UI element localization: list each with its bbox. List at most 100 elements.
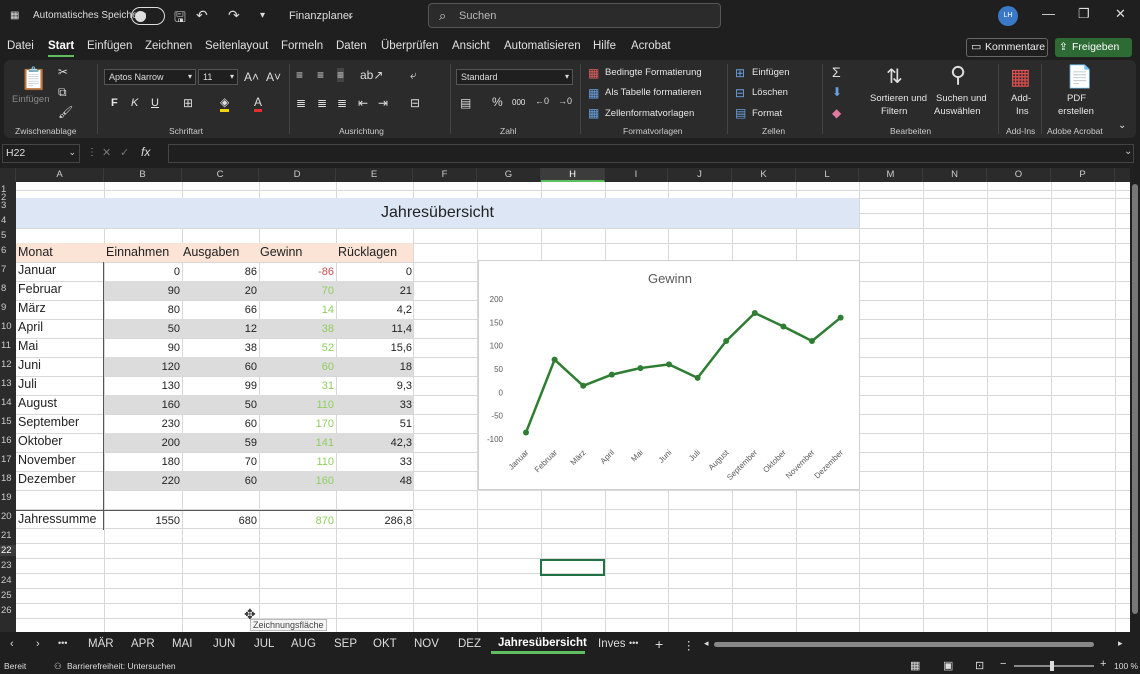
avatar[interactable]: LH <box>998 6 1018 26</box>
scroll-right-icon[interactable]: ▸ <box>1118 638 1123 648</box>
orientation-icon[interactable]: ab↗ <box>360 68 384 82</box>
sheet-tab-dez[interactable]: DEZ <box>458 638 481 650</box>
row-header-17[interactable]: 17 <box>1 454 12 465</box>
sort-filter-icon[interactable]: ⇅ <box>886 66 903 88</box>
tab-daten[interactable]: Daten <box>336 40 367 52</box>
grow-font-icon[interactable]: A˄ <box>244 70 260 84</box>
undo-icon[interactable]: ↶ <box>196 7 208 23</box>
column-header-b[interactable]: B <box>104 168 182 182</box>
sheet-tab-maer[interactable]: MÄR <box>88 638 114 650</box>
wrap-text-icon[interactable]: ⤶ <box>410 68 417 82</box>
sheet-tab-aug[interactable]: AUG <box>291 638 316 650</box>
decrease-decimal-icon[interactable]: →0 <box>558 96 573 106</box>
name-box[interactable]: H22 ⌄ <box>2 144 80 163</box>
zoom-out-icon[interactable]: − <box>1000 658 1007 670</box>
autosave-toggle[interactable] <box>131 7 165 25</box>
zoom-slider[interactable] <box>1014 665 1094 667</box>
add-sheet-icon[interactable]: + <box>655 636 664 652</box>
selected-cell-h22[interactable] <box>540 559 605 576</box>
more-sheets-button[interactable]: ••• <box>58 638 68 648</box>
column-header-m[interactable]: M <box>859 168 923 182</box>
search-input[interactable] <box>459 8 709 24</box>
tab-formeln[interactable]: Formeln <box>281 40 324 52</box>
share-button[interactable]: ⇪ Freigeben <box>1055 38 1132 57</box>
find-select-label-1[interactable]: Suchen und <box>936 93 987 104</box>
font-size-select[interactable]: 11 ▾ <box>198 69 238 85</box>
fill-icon[interactable]: ⬇ <box>832 85 843 99</box>
minimize-icon[interactable]: — <box>1042 6 1055 21</box>
insert-function-button[interactable]: fx <box>141 145 151 159</box>
column-header-j[interactable]: J <box>668 168 732 182</box>
column-header-l[interactable]: L <box>796 168 859 182</box>
merge-center-icon[interactable]: ⊟ <box>410 96 421 110</box>
row-header-1[interactable]: 1 <box>1 184 7 195</box>
scroll-left-icon[interactable]: ◂ <box>704 638 709 648</box>
conditional-formatting-button[interactable]: Bedingte Formatierung <box>605 67 702 78</box>
more-sheets-right[interactable]: ••• <box>629 638 639 648</box>
row-header-3[interactable]: 3 <box>1 200 7 211</box>
formula-input[interactable] <box>168 144 1134 163</box>
more-options-icon[interactable]: ⋮ <box>683 640 695 652</box>
thousands-separator-button[interactable]: 000 <box>512 98 526 107</box>
increase-decimal-icon[interactable]: ←0 <box>535 96 550 106</box>
sheet-tab-jun[interactable]: JUN <box>213 638 236 650</box>
sheet-tab-jul[interactable]: JUL <box>254 638 275 650</box>
align-center-icon[interactable]: ≣ <box>317 96 328 110</box>
column-header-f[interactable]: F <box>413 168 477 182</box>
underline-button[interactable]: U <box>151 97 159 109</box>
row-header-5[interactable]: 5 <box>1 230 7 241</box>
sort-filter-label-2[interactable]: Filtern <box>881 106 908 117</box>
row-header-9[interactable]: 9 <box>1 302 7 313</box>
chevron-down-icon[interactable]: ⌄ <box>347 10 355 20</box>
row-header-2[interactable]: 2 <box>1 192 7 203</box>
row-header-20[interactable]: 20 <box>1 511 12 522</box>
align-left-icon[interactable]: ≣ <box>296 96 307 110</box>
column-header-e[interactable]: E <box>336 168 413 182</box>
italic-button[interactable]: K <box>131 97 139 109</box>
row-header-22[interactable]: 22 <box>0 545 16 556</box>
add-ins-label-2[interactable]: Ins <box>1016 106 1029 117</box>
row-header-26[interactable]: 26 <box>1 605 12 616</box>
add-ins-label-1[interactable]: Add- <box>1011 93 1032 104</box>
row-header-18[interactable]: 18 <box>1 473 12 484</box>
format-painter-icon[interactable]: 🖌 <box>58 105 74 119</box>
tab-hilfe[interactable]: Hilfe <box>593 40 617 52</box>
next-sheet-icon[interactable]: › <box>36 638 40 650</box>
bold-button[interactable]: F <box>111 97 118 109</box>
worksheet-grid[interactable]: Jahresübersicht Monat Einnahmen Ausgaben Ge… <box>16 182 1130 632</box>
page-break-icon[interactable]: ⊡ <box>975 660 985 672</box>
pdf-icon[interactable]: 📄 <box>1066 64 1094 89</box>
tab-acrobat[interactable]: Acrobat <box>631 40 671 52</box>
find-select-label-2[interactable]: Auswählen <box>934 106 981 117</box>
row-header-6[interactable]: 6 <box>1 245 7 256</box>
add-ins-icon[interactable]: ▦ <box>1010 64 1031 89</box>
copy-icon[interactable]: ⧉ <box>58 85 67 99</box>
font-name-select[interactable]: Aptos Narrow ▾ <box>104 69 196 85</box>
percent-icon[interactable]: % <box>492 95 503 109</box>
row-header-13[interactable]: 13 <box>1 378 12 389</box>
vertical-scroll-thumb[interactable] <box>1132 184 1138 614</box>
clear-icon[interactable]: ◆ <box>832 106 842 120</box>
cancel-icon[interactable]: ✕ <box>102 147 112 159</box>
row-header-10[interactable]: 10 <box>1 321 12 332</box>
align-right-icon[interactable]: ≣ <box>337 96 348 110</box>
page-layout-icon[interactable]: ▣ <box>943 660 954 672</box>
shrink-font-icon[interactable]: A˅ <box>266 70 282 84</box>
tab-datei[interactable]: Datei <box>7 40 34 52</box>
find-select-icon[interactable]: ⚲ <box>950 62 967 87</box>
sheet-tab-okt[interactable]: OKT <box>373 638 397 650</box>
row-header-21[interactable]: 21 <box>1 530 12 541</box>
tab-ueberpruefen[interactable]: Überprüfen <box>381 40 439 52</box>
sheet-tab-apr[interactable]: APR <box>131 638 155 650</box>
row-header-16[interactable]: 16 <box>1 435 12 446</box>
profit-chart[interactable]: Gewinn 200 150 100 50 0 -50 -100 Januar Februar Mä… <box>478 260 860 490</box>
column-header-h[interactable]: H <box>541 168 605 182</box>
sheet-tab-jahresuebersicht[interactable]: Jahresübersicht <box>498 637 587 649</box>
tab-ansicht[interactable]: Ansicht <box>452 40 490 52</box>
autosum-icon[interactable]: Σ <box>832 64 841 80</box>
file-name[interactable]: Finanzplaner <box>289 10 353 22</box>
sheet-tab-mai[interactable]: MAI <box>172 638 193 650</box>
column-header-c[interactable]: C <box>182 168 259 182</box>
row-header-15[interactable]: 15 <box>1 416 12 427</box>
sheet-tab-nov[interactable]: NOV <box>414 638 439 650</box>
